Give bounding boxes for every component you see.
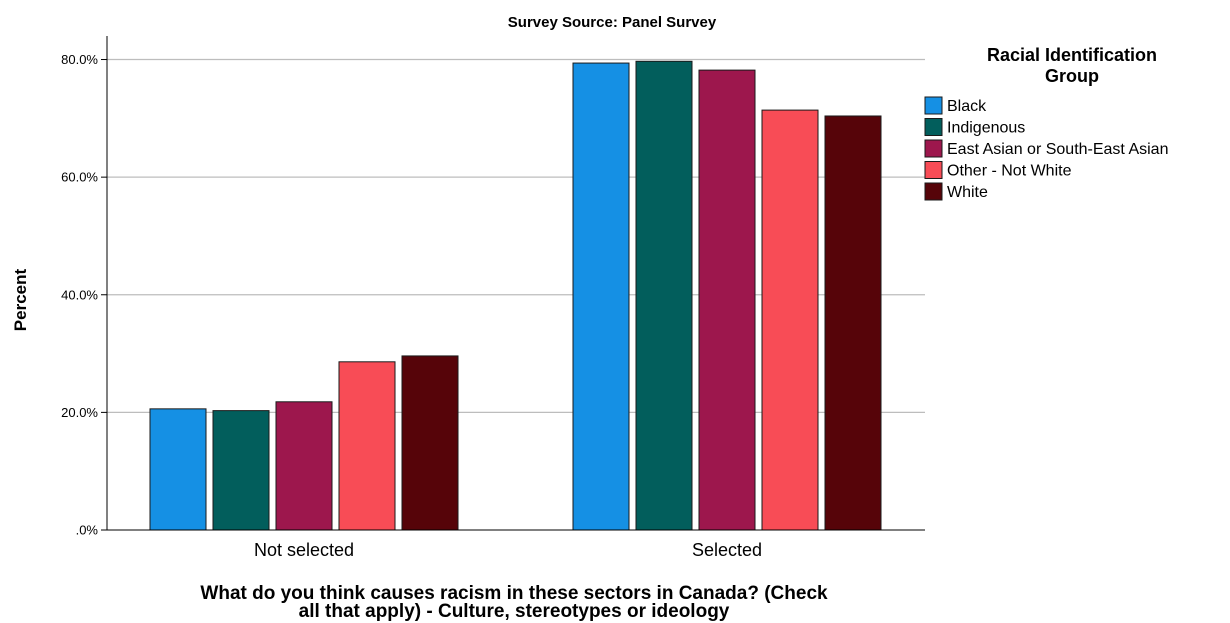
y-tick-labels: .0% 20.0% 40.0% 60.0% 80.0% [61,52,107,538]
axes [106,36,925,531]
legend-entry-label: Black [947,98,987,115]
legend-swatch [924,96,943,115]
bar-other-not-white-not-selected [338,361,396,531]
legend-entry-label: Other - Not White [947,163,1072,180]
bar-black-not-selected [149,408,207,531]
legend: Racial Identification Group Black Indigen… [924,45,1168,201]
legend-swatch [924,182,943,201]
bar-black-selected [572,62,630,531]
y-tick-label: 80.0% [61,52,98,67]
bar-indigenous-selected [635,60,693,531]
y-tick-label: 40.0% [61,287,98,302]
x-category-label: Selected [692,540,762,560]
legend-swatch [924,139,943,158]
y-tick-label: 60.0% [61,170,98,185]
x-axis-label-line-1: What do you think causes racism in these… [200,583,828,604]
bar-white-not-selected [401,355,459,531]
legend-swatch [924,161,943,179]
y-tick-label: 20.0% [61,405,98,420]
legend-entry-label: White [947,184,988,201]
legend-title-line-2: Group [1045,66,1099,86]
x-category-label: Not selected [254,540,354,560]
bar-indigenous-not-selected [212,410,270,531]
legend-title-line-1: Racial Identification [987,45,1157,65]
bars [149,60,882,531]
bar-other-not-white-selected [761,109,819,531]
legend-entries: Black Indigenous East Asian or South-East … [924,96,1168,201]
bar-white-selected [824,115,882,531]
legend-entry-label: East Asian or South-East Asian [947,141,1168,158]
legend-swatch [924,118,943,136]
bar-east-asian-or-south-east-asian-selected [698,69,756,531]
x-axis-label-line-2: all that apply) - Culture, stereotypes o… [299,601,730,622]
bar-east-asian-or-south-east-asian-not-selected [275,401,333,531]
legend-entry-label: Indigenous [947,120,1025,137]
x-category-labels: Not selected Selected [254,540,762,560]
y-tick-label: .0% [76,523,99,538]
chart-title: Survey Source: Panel Survey [508,14,717,31]
y-axis-label: Percent [11,268,30,331]
